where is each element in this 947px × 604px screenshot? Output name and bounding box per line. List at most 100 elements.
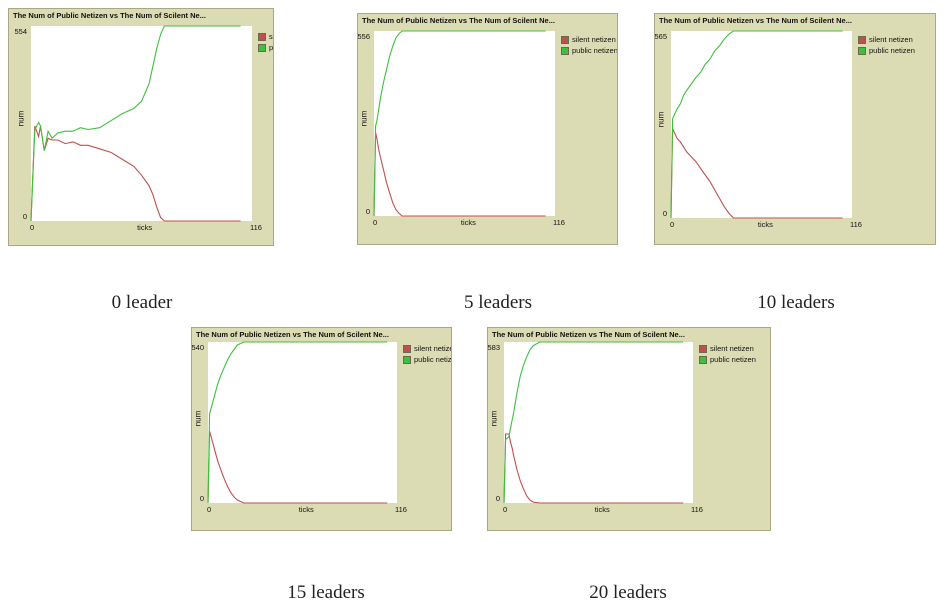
legend-item: silent netizen <box>403 343 451 354</box>
legend-label: silent netizen <box>269 32 273 41</box>
y-axis-label: num <box>16 110 26 127</box>
x-axis-label: ticks <box>298 505 314 514</box>
x-axis-label: ticks <box>594 505 610 514</box>
y-max-tick-label: 583 <box>487 343 500 352</box>
y-max-tick-label: 540 <box>191 343 204 352</box>
legend: silent netizen public netizen <box>561 34 618 56</box>
x-axis-label: ticks <box>757 220 773 229</box>
y-axis-label: num <box>193 411 203 427</box>
x-axis-label: ticks <box>137 223 153 232</box>
panel-caption: 0 leader <box>111 292 173 313</box>
legend-swatch <box>858 46 866 55</box>
y-max-tick-label: 556 <box>357 32 370 41</box>
y-min-tick-label: 0 <box>22 212 27 221</box>
y-min-tick-label: 0 <box>495 494 500 503</box>
legend-swatch <box>858 35 866 44</box>
plot-area <box>670 30 852 219</box>
legend-item: silent netizen <box>258 31 273 42</box>
chart-title: The Num of Public Netizen vs The Num of … <box>659 16 852 25</box>
series-line-silent-netizen <box>30 125 241 222</box>
legend-swatch <box>258 43 266 52</box>
chart-panel-2: The Num of Public Netizen vs The Num of … <box>654 13 936 245</box>
legend-swatch <box>699 344 707 353</box>
x-max-tick-label: 116 <box>250 223 262 232</box>
legend: silent netizen public netizen <box>699 343 756 365</box>
x-min-tick-label: 0 <box>670 220 675 229</box>
panel-caption: 20 leaders <box>589 582 667 603</box>
panel-caption: 5 leaders <box>463 292 533 313</box>
y-max-tick-label: 565 <box>654 32 667 41</box>
plot-lines <box>503 341 684 504</box>
legend-item: public netizen <box>699 354 756 365</box>
chart-panel-3: The Num of Public Netizen vs The Num of … <box>191 327 452 531</box>
y-min-tick-label: 0 <box>662 209 667 218</box>
x-min-tick-label: 0 <box>373 218 378 227</box>
series-line-public-netizen <box>207 341 388 504</box>
legend-swatch <box>403 344 411 353</box>
panel-caption: 15 leaders <box>287 582 365 603</box>
y-axis-label: num <box>359 110 369 127</box>
legend-swatch <box>561 35 569 44</box>
y-max-tick-label: 554 <box>14 27 27 36</box>
legend-swatch <box>258 32 266 41</box>
chart-panel-0: The Num of Public Netizen vs The Num of … <box>8 8 274 246</box>
legend: silent netizen public netizen <box>858 34 915 56</box>
legend-swatch <box>561 46 569 55</box>
plot-area <box>503 341 693 504</box>
series-line-silent-netizen <box>207 431 388 504</box>
plot-lines <box>670 30 843 219</box>
legend-label: silent netizen <box>572 35 616 44</box>
legend-swatch <box>699 355 707 364</box>
x-max-tick-label: 116 <box>691 505 703 514</box>
legend-item: silent netizen <box>561 34 617 45</box>
legend-item: public netizen <box>403 354 452 365</box>
legend-label: silent netizen <box>869 35 913 44</box>
y-axis-label: num <box>489 411 499 427</box>
y-min-tick-label: 0 <box>199 494 204 503</box>
plot-area <box>207 341 397 504</box>
y-min-tick-label: 0 <box>365 207 370 216</box>
plot-area <box>30 25 252 222</box>
legend-label: public netizen <box>269 43 274 52</box>
chart-panel-1: The Num of Public Netizen vs The Num of … <box>357 13 618 245</box>
x-max-tick-label: 116 <box>553 218 565 227</box>
legend-label: silent netizen <box>414 344 451 353</box>
legend-label: public netizen <box>869 46 915 55</box>
chart-title: The Num of Public Netizen vs The Num of … <box>492 330 685 339</box>
legend-item: public netizen <box>858 45 915 56</box>
x-max-tick-label: 116 <box>395 505 407 514</box>
plot-area <box>373 30 555 217</box>
legend-label: silent netizen <box>710 344 754 353</box>
y-axis-label: num <box>656 111 666 128</box>
legend-label: public netizen <box>710 355 756 364</box>
series-line-silent-netizen <box>373 132 546 217</box>
legend-label: public netizen <box>414 355 452 364</box>
legend-swatch <box>403 355 411 364</box>
series-line-public-netizen <box>670 30 843 219</box>
chart-title: The Num of Public Netizen vs The Num of … <box>362 16 555 25</box>
x-min-tick-label: 0 <box>503 505 508 514</box>
chart-panel-4: The Num of Public Netizen vs The Num of … <box>487 327 771 531</box>
legend: silent netizen public netizen <box>258 31 274 53</box>
panel-caption: 10 leaders <box>757 292 835 313</box>
series-line-public-netizen <box>373 30 546 217</box>
series-line-silent-netizen <box>503 433 684 504</box>
legend: silent netizen public netizen <box>403 343 452 365</box>
chart-title: The Num of Public Netizen vs The Num of … <box>196 330 389 339</box>
legend-label: public netizen <box>572 46 618 55</box>
x-min-tick-label: 0 <box>207 505 212 514</box>
chart-title: The Num of Public Netizen vs The Num of … <box>13 11 206 20</box>
legend-item: public netizen <box>258 42 274 53</box>
series-line-public-netizen <box>503 341 684 504</box>
plot-lines <box>207 341 388 504</box>
legend-item: silent netizen <box>858 34 915 45</box>
x-axis-label: ticks <box>460 218 476 227</box>
series-line-silent-netizen <box>670 128 843 219</box>
legend-item: public netizen <box>561 45 618 56</box>
x-max-tick-label: 116 <box>850 220 862 229</box>
series-line-public-netizen <box>30 25 241 222</box>
legend-item: silent netizen <box>699 343 756 354</box>
x-min-tick-label: 0 <box>30 223 35 232</box>
plot-lines <box>30 25 241 222</box>
plot-lines <box>373 30 546 217</box>
